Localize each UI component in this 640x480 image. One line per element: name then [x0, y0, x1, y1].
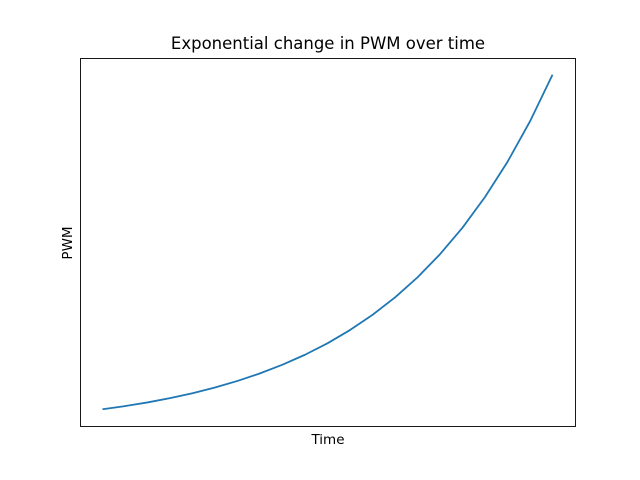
axes-frame [80, 58, 576, 427]
plot-area [102, 74, 554, 411]
y-axis-label: PWM [60, 226, 76, 259]
series-line [102, 74, 554, 411]
x-axis-label: Time [310, 432, 344, 448]
chart-title: Exponential change in PWM over time [171, 34, 485, 53]
